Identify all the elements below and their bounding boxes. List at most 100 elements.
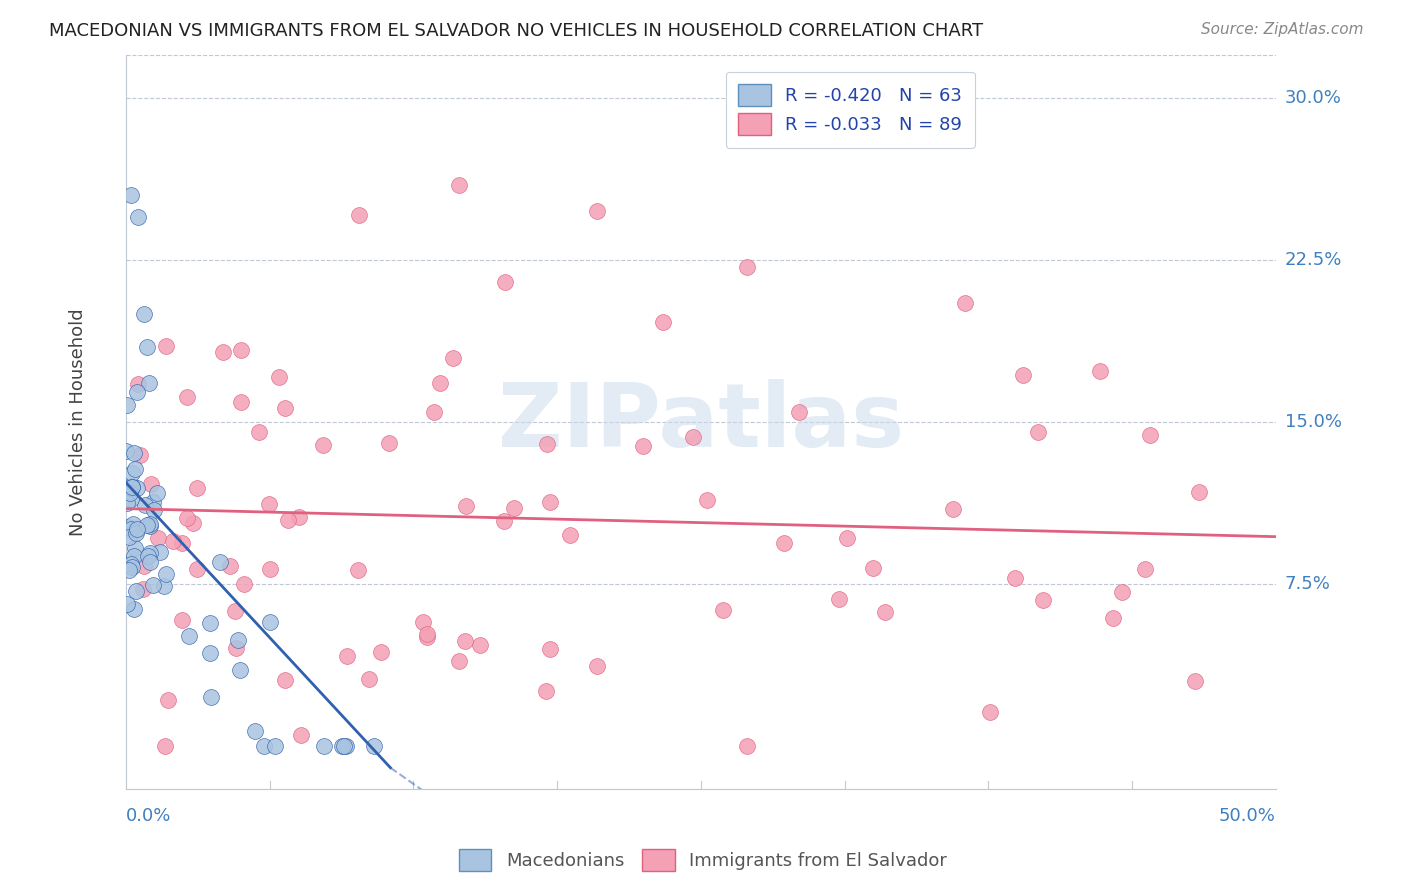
Point [229, 663, 252, 677]
Point [120, 557, 142, 571]
Point [737, 739, 759, 753]
Point [138, 376, 160, 391]
Point [979, 705, 1001, 719]
Point [231, 395, 253, 409]
Point [468, 638, 491, 652]
Point [115, 496, 138, 510]
Text: 22.5%: 22.5% [1285, 252, 1343, 269]
Text: 50.0%: 50.0% [1219, 806, 1275, 824]
Point [200, 690, 222, 705]
Text: No Vehicles in Household: No Vehicles in Household [69, 309, 87, 536]
Point [536, 437, 558, 451]
Point [247, 425, 270, 439]
Point [218, 559, 240, 574]
Text: 30.0%: 30.0% [1285, 89, 1341, 107]
Point [429, 376, 451, 391]
Point [121, 479, 143, 493]
Point [209, 555, 232, 569]
Point [253, 739, 276, 753]
Point [652, 315, 675, 329]
Point [735, 260, 758, 274]
Point [1139, 428, 1161, 442]
Point [120, 486, 142, 500]
Point [211, 344, 233, 359]
Text: 7.5%: 7.5% [1285, 575, 1330, 593]
Point [586, 203, 609, 218]
Point [336, 649, 359, 664]
Point [125, 526, 148, 541]
Point [585, 658, 607, 673]
Point [363, 739, 385, 753]
Point [416, 630, 439, 644]
Point [122, 516, 145, 531]
Point [412, 615, 434, 629]
Text: 15.0%: 15.0% [1285, 413, 1341, 431]
Point [257, 497, 280, 511]
Point [139, 555, 162, 569]
Point [118, 563, 141, 577]
Point [134, 307, 156, 321]
Point [121, 480, 143, 494]
Point [132, 559, 155, 574]
Point [142, 577, 165, 591]
Legend: R = -0.420   N = 63, R = -0.033   N = 89: R = -0.420 N = 63, R = -0.033 N = 89 [725, 71, 974, 148]
Point [314, 739, 336, 753]
Point [186, 481, 208, 495]
Point [132, 582, 155, 597]
Point [263, 739, 285, 753]
Point [416, 627, 439, 641]
Point [770, 102, 793, 116]
Point [1088, 364, 1111, 378]
Point [288, 509, 311, 524]
Point [370, 645, 392, 659]
Point [120, 522, 142, 536]
Point [115, 398, 138, 412]
Point [186, 562, 208, 576]
Point [125, 384, 148, 399]
Point [631, 439, 654, 453]
Point [127, 210, 149, 224]
Point [146, 531, 169, 545]
Point [347, 208, 370, 222]
Point [422, 405, 444, 419]
Point [454, 633, 477, 648]
Point [454, 500, 477, 514]
Point [138, 516, 160, 531]
Point [346, 563, 368, 577]
Point [787, 405, 810, 419]
Point [121, 560, 143, 574]
Point [290, 728, 312, 742]
Point [378, 436, 401, 450]
Point [136, 517, 159, 532]
Point [1004, 571, 1026, 585]
Point [494, 515, 516, 529]
Point [1188, 484, 1211, 499]
Point [149, 545, 172, 559]
Point [122, 445, 145, 459]
Point [267, 370, 290, 384]
Point [115, 444, 138, 458]
Point [139, 518, 162, 533]
Point [139, 546, 162, 560]
Point [226, 633, 249, 648]
Point [835, 532, 858, 546]
Point [449, 178, 471, 192]
Point [125, 584, 148, 599]
Point [538, 495, 561, 509]
Point [141, 477, 163, 491]
Point [155, 739, 177, 753]
Point [273, 401, 295, 416]
Point [124, 461, 146, 475]
Point [115, 597, 138, 611]
Point [277, 513, 299, 527]
Point [558, 528, 581, 542]
Point [183, 516, 205, 530]
Point [176, 390, 198, 404]
Point [711, 603, 734, 617]
Point [259, 562, 281, 576]
Point [124, 541, 146, 555]
Point [157, 693, 180, 707]
Point [121, 466, 143, 480]
Point [170, 613, 193, 627]
Point [225, 640, 247, 655]
